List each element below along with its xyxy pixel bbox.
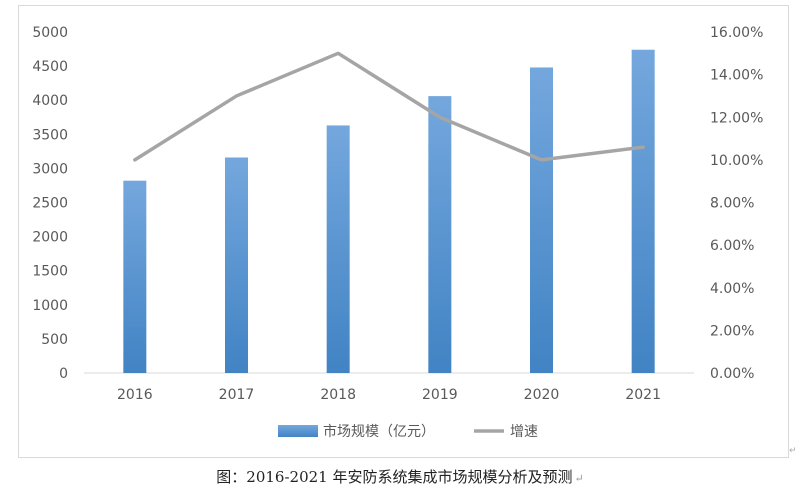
right-axis-tick-label: 10.00% [710,153,763,169]
right-axis-tick-label: 0.00% [710,366,754,382]
x-axis-tick-label: 2016 [117,387,153,403]
left-axis-tick-label: 1500 [32,264,68,280]
left-axis-tick-label: 0 [59,366,68,382]
left-axis-tick-label: 2000 [32,230,68,246]
chart-legend: 市场规模（亿元） 增速 [278,423,538,440]
left-axis-tick-label: 4500 [32,59,68,75]
growth-point-2020 [541,159,542,161]
left-axis-tick-label: 3500 [32,127,68,143]
legend-label-market-size: 市场规模（亿元） [323,423,435,440]
right-axis-tick-label: 16.00% [710,25,763,41]
combo-chart: 0 500 1000 1500 2000 2500 3000 3500 4000 4500 5000… [32,25,763,440]
x-axis-tick-label: 2018 [320,387,356,403]
bar-2018 [326,125,350,374]
right-axis-tick-label: 2.00% [710,323,754,339]
paragraph-mark-icon: ↵ [574,472,584,485]
bar-2019 [428,96,452,373]
growth-point-2017 [236,95,237,97]
right-axis-tick-label: 14.00% [710,68,763,84]
bar-2016 [123,180,147,373]
right-axis-tick-label: 12.00% [710,110,763,126]
legend-swatch-bar [278,425,318,437]
x-axis-tick-label: 2017 [219,387,255,403]
left-axis-tick-label: 500 [41,332,68,348]
chart-frame: 0 500 1000 1500 2000 2500 3000 3500 4000 4500 5000… [18,5,789,458]
growth-point-2016 [134,159,136,161]
x-axis-tick-label: 2020 [524,387,560,403]
right-axis-tick-label: 8.00% [710,196,754,212]
right-axis-tick-label: 4.00% [710,281,754,297]
left-axis-tick-label: 4000 [32,93,68,109]
growth-point-2021 [642,146,644,148]
caption-text: 图：2016-2021 年安防系统集成市场规模分析及预测 [216,468,573,486]
left-axis-tick-label: 3000 [32,161,68,177]
legend-label-growth: 增速 [510,424,538,440]
paragraph-mark-icon: ↵ [789,446,797,456]
figure-caption: 图：2016-2021 年安防系统集成市场规模分析及预测 ↵ [0,466,800,487]
right-axis-tick-label: 6.00% [710,238,754,254]
growth-point-2018 [337,52,339,54]
left-axis-tick-label: 2500 [32,196,68,212]
x-axis-tick-label: 2019 [422,387,458,403]
bar-2021 [631,49,655,374]
bar-2020 [530,67,553,374]
left-axis-tick-label: 5000 [32,25,68,41]
x-axis-tick-label: 2021 [625,387,661,403]
left-axis-tick-label: 1000 [32,298,68,314]
growth-rate-line [133,51,645,162]
bar-2017 [225,157,248,373]
growth-point-2019 [439,116,441,118]
